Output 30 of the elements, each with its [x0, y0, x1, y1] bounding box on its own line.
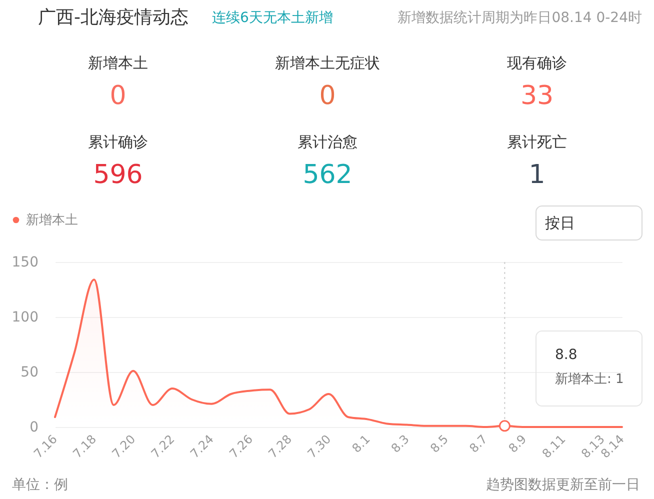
category-label: 新增本土无症状: [275, 54, 380, 72]
text: 连续6天无本土新增: [212, 10, 333, 26]
text: 广西-北海疫情动态: [38, 7, 188, 28]
category-label: 累计死亡: [507, 133, 567, 151]
x-tick-label: 8.7: [466, 432, 490, 456]
y-tick-label: 0: [30, 420, 38, 436]
data-label: 596: [93, 160, 143, 190]
data-label: 0: [319, 81, 336, 111]
category-label: 累计确诊: [88, 133, 148, 151]
x-tick-label: 8.3: [388, 432, 412, 456]
annotation: 8.8: [555, 347, 578, 363]
y-tick-label: 100: [12, 310, 38, 326]
text: 趋势图数据更新至前一日: [486, 477, 640, 493]
data-label: 562: [302, 160, 352, 190]
legend-label: 新增本土: [26, 213, 78, 228]
y-tick-label: 50: [20, 364, 38, 380]
data-label: 0: [110, 81, 126, 111]
y-tick-label: 150: [12, 254, 38, 270]
data-label: 33: [520, 81, 554, 111]
x-tick-label: 8.9: [506, 432, 530, 456]
x-tick-label: 8.5: [428, 432, 451, 456]
category-label: 现有确诊: [507, 54, 567, 72]
text: 新增数据统计周期为昨日08.14 0-24时: [398, 10, 642, 26]
annotation: 新增本土: 1: [555, 372, 624, 387]
data-label: 1: [528, 160, 546, 190]
text: 单位：例: [12, 477, 68, 493]
category-label: 新增本土: [88, 54, 148, 72]
category-label: 累计治愈: [298, 133, 358, 151]
text: 按日: [545, 214, 575, 232]
x-tick-label: 8.1: [349, 432, 373, 456]
